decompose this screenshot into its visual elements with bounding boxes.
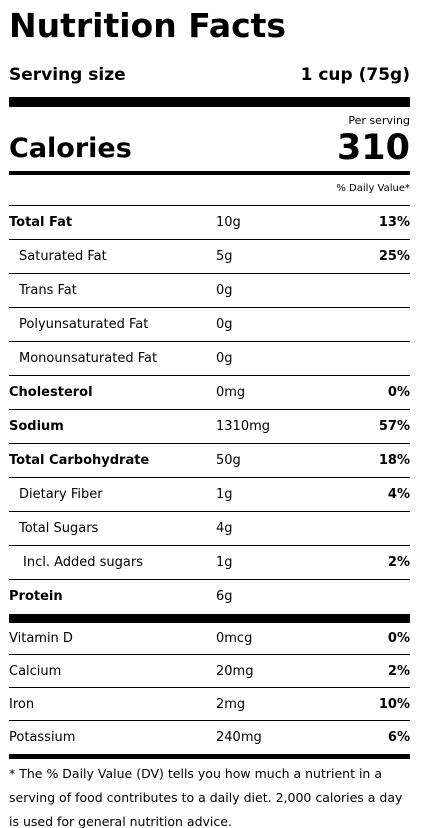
rule — [9, 409, 410, 410]
nutrient-name: Iron — [9, 696, 35, 712]
nutrient-amount: 50g — [216, 453, 241, 468]
nutrient-name: Monounsaturated Fat — [19, 351, 158, 366]
dv-header: % Daily Value* — [336, 183, 410, 194]
thick-rule — [9, 97, 410, 107]
rule — [9, 545, 410, 546]
nutrient-dv: 25% — [378, 249, 410, 264]
nutrient-amount: 240mg — [216, 729, 262, 745]
nutrient-name: Total Carbohydrate — [9, 453, 150, 468]
nutrient-amount: 4g — [216, 521, 233, 536]
nutrient-name: Potassium — [9, 729, 76, 745]
rule — [9, 239, 410, 240]
nutrient-name: Sodium — [9, 419, 64, 434]
rule — [9, 375, 410, 376]
nutrient-name: Total Sugars — [19, 521, 99, 536]
rule — [9, 754, 410, 759]
nutrient-dv: 0% — [387, 385, 410, 400]
nutrient-name: Dietary Fiber — [19, 487, 103, 502]
nutrient-amount: 0g — [216, 283, 233, 298]
nutrient-dv: 18% — [378, 453, 410, 468]
rule — [9, 205, 410, 206]
nutrient-amount: 0mcg — [216, 630, 253, 646]
nutrient-name: Polyunsaturated Fat — [19, 317, 149, 332]
nutrient-amount: 2mg — [216, 696, 246, 712]
calories-value: 310 — [336, 128, 410, 168]
nutrient-amount: 20mg — [216, 663, 254, 679]
nutrient-amount: 1g — [216, 555, 233, 570]
rule — [9, 307, 410, 308]
nutrient-name: Vitamin D — [9, 630, 73, 646]
calories-label: Calories — [9, 133, 132, 164]
nutrient-amount: 1g — [216, 487, 233, 502]
rule — [9, 443, 410, 444]
per-serving: Per serving — [348, 114, 410, 127]
nutrient-dv: 0% — [387, 630, 410, 646]
nutrient-amount: 0g — [216, 351, 233, 366]
footnote: * The % Daily Value (DV) tells you how m… — [9, 766, 403, 828]
nutrient-name: Trans Fat — [19, 283, 77, 298]
nutrient-name: Incl. Added sugars — [23, 555, 143, 570]
rule — [9, 511, 410, 512]
nutrient-dv: 2% — [387, 663, 410, 679]
medium-rule — [9, 171, 410, 175]
nutrient-name: Cholesterol — [9, 385, 93, 400]
nutrient-amount: 5g — [216, 249, 233, 264]
nutrient-dv: 4% — [387, 487, 410, 502]
nutrient-dv: 6% — [387, 729, 410, 745]
rule — [9, 579, 410, 580]
rule — [9, 614, 410, 623]
nutrient-name: Protein — [9, 589, 63, 604]
nutrient-amount: 0g — [216, 317, 233, 332]
nutrient-dv: 10% — [378, 696, 410, 712]
serving-value: 1 cup (75g) — [300, 65, 410, 85]
rule — [9, 477, 410, 478]
nutrient-dv: 13% — [378, 215, 410, 230]
nutrient-amount: 1310mg — [216, 419, 270, 434]
rule — [9, 687, 410, 688]
rule — [9, 341, 410, 342]
title: Nutrition Facts — [9, 6, 287, 45]
nutrient-amount: 10g — [216, 215, 241, 230]
serving-label: Serving size — [9, 65, 126, 85]
nutrient-name: Saturated Fat — [19, 249, 107, 264]
nutrient-amount: 6g — [216, 589, 233, 604]
rule — [9, 654, 410, 655]
nutrient-name: Total Fat — [9, 215, 73, 230]
rule — [9, 720, 410, 721]
nutrient-amount: 0mg — [216, 385, 246, 400]
nutrient-name: Calcium — [9, 663, 62, 679]
nutrient-dv: 57% — [378, 419, 410, 434]
nutrient-dv: 2% — [387, 555, 410, 570]
rule — [9, 273, 410, 274]
